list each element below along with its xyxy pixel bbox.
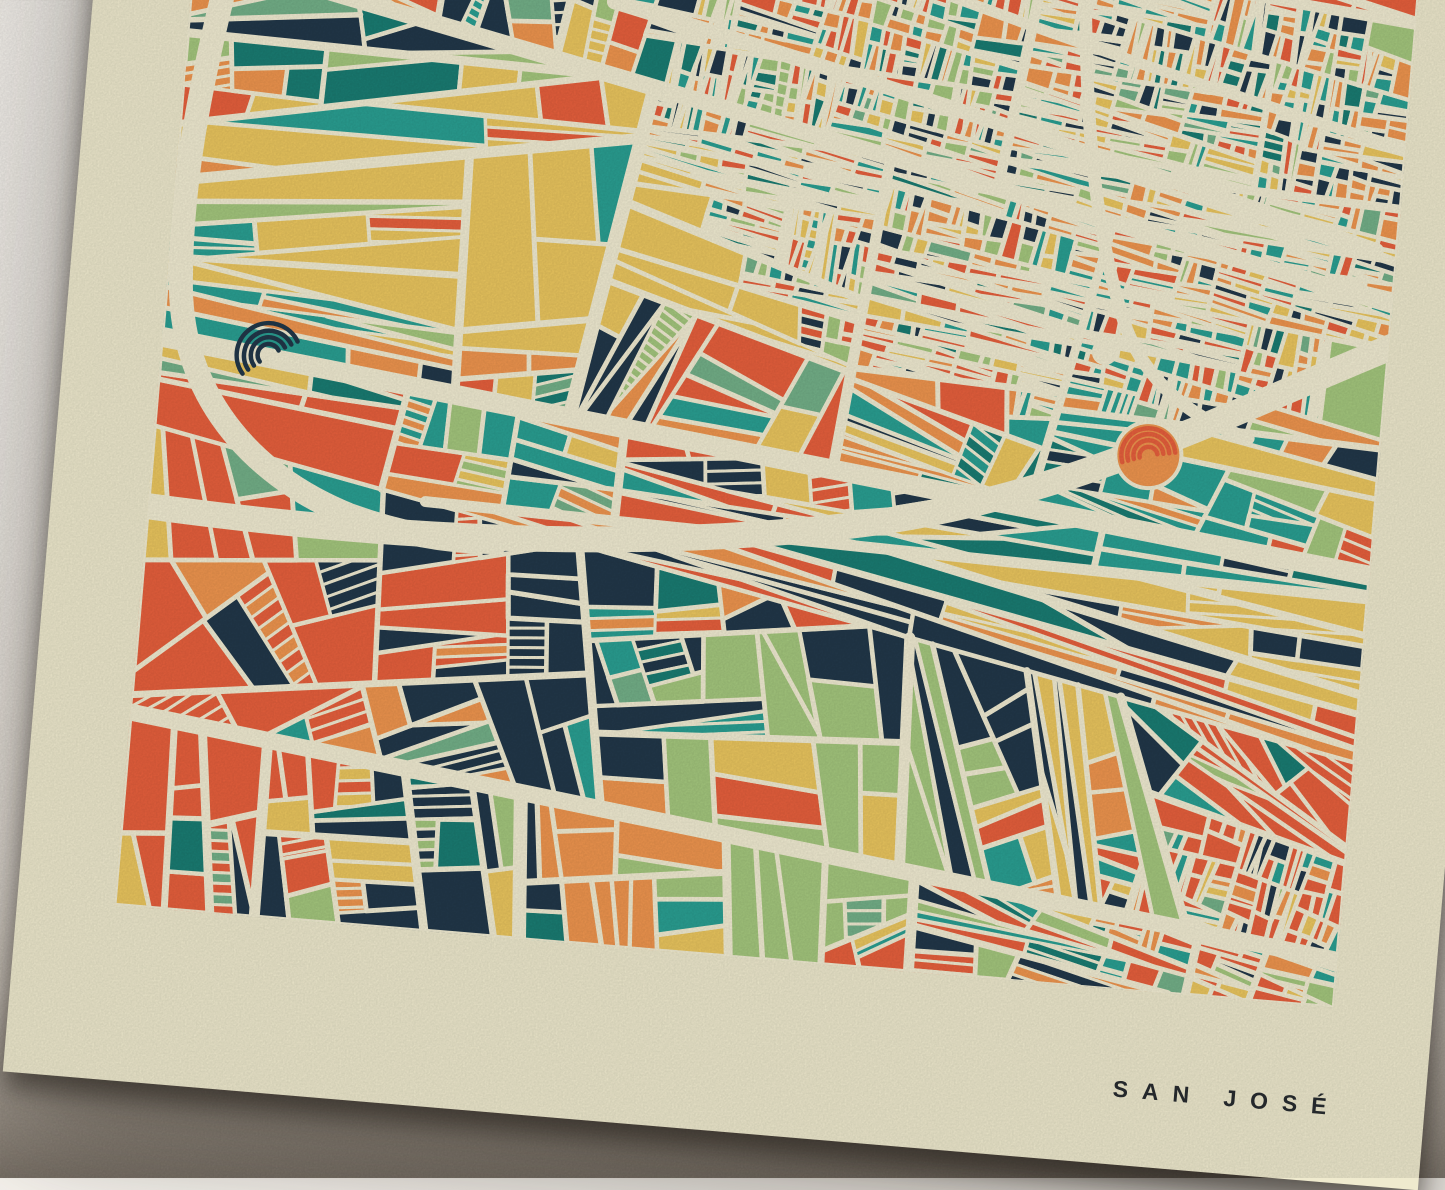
map-canvas <box>113 0 1425 1008</box>
poster-title: SAN JOSÉ <box>1111 1074 1342 1120</box>
city-map-artwork <box>113 0 1425 1008</box>
